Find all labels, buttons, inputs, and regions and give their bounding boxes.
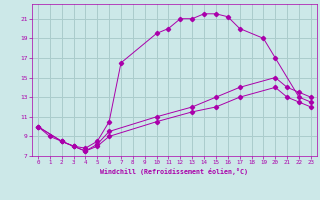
- X-axis label: Windchill (Refroidissement éolien,°C): Windchill (Refroidissement éolien,°C): [100, 168, 248, 175]
